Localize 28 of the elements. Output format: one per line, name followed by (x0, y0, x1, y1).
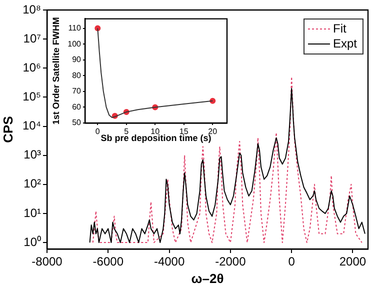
y-axis-title: 1st Order Satellite FWHM (50, 17, 61, 125)
x-tick-label: 0 (95, 127, 100, 136)
y-tick-label: 10⁰ (24, 234, 41, 249)
y-tick-label: 50 (72, 118, 82, 128)
y-tick-label: 10⁷ (23, 31, 41, 46)
x-axis-title: ω–2θ (191, 270, 224, 286)
y-tick-label: 10⁸ (22, 2, 41, 16)
y-axis-title: CPS (0, 116, 16, 143)
y-tick-label: 10² (24, 176, 42, 191)
x-tick-label: 2000 (339, 254, 366, 269)
y-tick-label: 110 (68, 23, 82, 32)
legend-label: Expt (333, 36, 358, 50)
y-tick-label: 10⁴ (22, 118, 41, 133)
y-tick-label: 70 (72, 86, 82, 96)
x-tick-label: -4000 (154, 254, 185, 269)
x-tick-label: -8000 (32, 254, 63, 269)
x-tick-label: 0 (288, 254, 296, 269)
x-tick-label: -6000 (92, 254, 124, 269)
y-tick-label: 10⁵ (22, 90, 42, 104)
x-tick-label: -2000 (215, 254, 246, 269)
y-tick-label: 10¹ (24, 206, 42, 220)
y-tick-label: 80 (72, 70, 82, 80)
legend-label: Fit (333, 21, 347, 36)
y-tick-label: 100 (68, 39, 82, 48)
y-tick-label: 60 (72, 102, 82, 112)
y-tick-label: 10³ (24, 148, 42, 162)
y-tick-label: 10⁶ (22, 60, 42, 74)
y-tick-label: 90 (72, 55, 82, 64)
